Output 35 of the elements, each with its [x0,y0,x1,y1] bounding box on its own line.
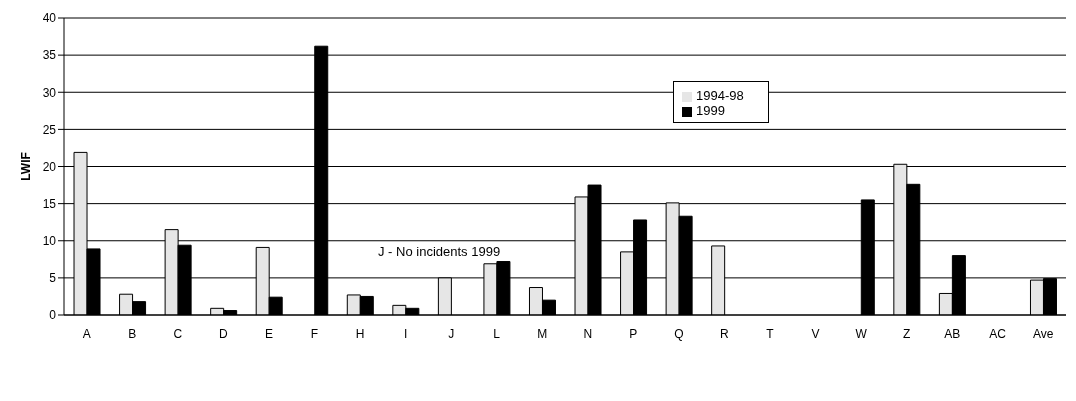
x-tick-label: AB [944,326,961,341]
y-tick-label: 20 [42,159,57,174]
y-tick-label: 35 [42,48,57,63]
x-tick-label: T [766,326,775,341]
y-tick-label: 5 [49,271,57,286]
x-tick-label: B [128,326,137,341]
y-tick-label: 10 [42,234,57,249]
y-tick-label: 30 [42,85,57,100]
x-tick-label: V [811,326,820,341]
y-axis-title: LWIF [19,152,34,181]
x-tick-label: D [219,326,229,341]
x-tick-label: I [403,326,408,341]
x-tick-label: M [537,326,548,341]
y-tick-label: 0 [49,308,57,323]
y-tick-label: 15 [42,196,57,211]
x-tick-label: W [855,326,868,341]
x-tick-label: J [448,326,455,341]
x-tick-label: F [310,326,319,341]
legend-label: 1994-98 [696,88,744,103]
legend-label: 1999 [696,103,725,118]
y-tick-label: 25 [42,122,57,137]
x-tick-label: L [493,326,501,341]
x-tick-label: R [720,326,730,341]
annotation: J - No incidents 1999 [378,244,501,259]
x-tick-label: Ave [1032,326,1054,341]
x-tick-label: N [583,326,593,341]
x-tick-label: AC [989,326,1007,341]
x-tick-label: Z [902,326,911,341]
x-tick-label: H [355,326,365,341]
x-tick-label: P [629,326,638,341]
x-tick-label: C [173,326,183,341]
x-tick-label: A [82,326,91,341]
x-tick-label: Q [674,326,684,341]
y-tick-label: 40 [42,11,57,26]
x-tick-label: E [264,326,273,341]
